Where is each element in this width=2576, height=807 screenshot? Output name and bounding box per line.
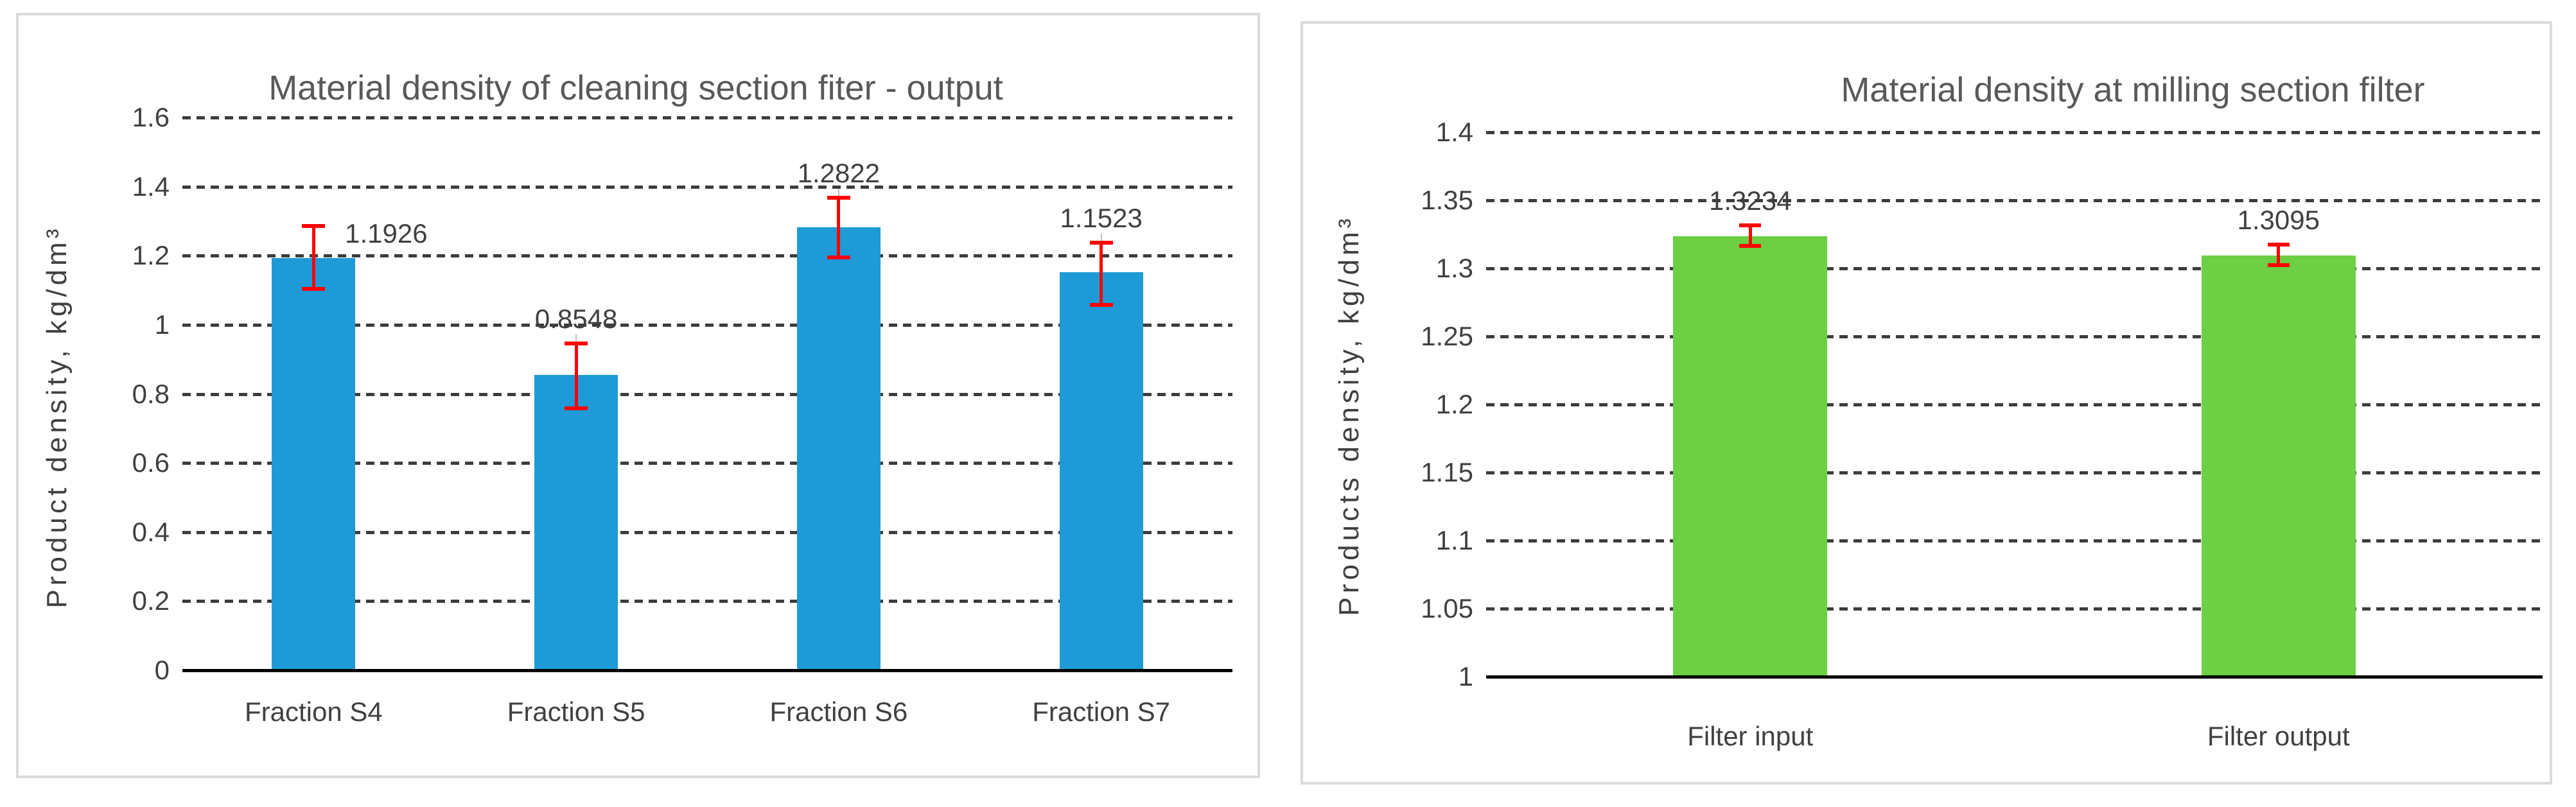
data-label: 1.3234 <box>1709 186 1792 216</box>
error-bar <box>2277 244 2281 265</box>
data-label: 1.1523 <box>1060 202 1143 233</box>
gridline <box>1486 403 2543 406</box>
y-tick-label: 0 <box>154 655 170 685</box>
y-tick-label: 1 <box>1458 661 1473 691</box>
x-axis-line <box>1486 675 2543 679</box>
y-tick-label: 0.8 <box>132 378 170 409</box>
gridline <box>1486 335 2543 338</box>
error-bar-top-cap <box>2267 242 2290 247</box>
error-bar <box>311 226 315 289</box>
error-bar-top-cap <box>302 224 326 229</box>
error-bar-top-cap <box>1089 240 1113 245</box>
gridline <box>182 462 1232 465</box>
bar <box>2201 255 2356 677</box>
data-label: 1.3095 <box>2237 204 2320 235</box>
error-bar <box>837 197 841 258</box>
gridline <box>182 116 1232 119</box>
bar <box>796 227 881 670</box>
chart-title: Material density of cleaning section fit… <box>268 69 1003 107</box>
gridline <box>1486 199 2543 202</box>
data-label: 0.8548 <box>534 303 618 334</box>
error-bar <box>1100 242 1103 306</box>
y-tick-label: 1.2 <box>1435 389 1473 419</box>
gridline <box>182 600 1232 603</box>
gridline <box>1486 131 2543 134</box>
bar <box>534 375 618 670</box>
plot-area: 0 0.2 0.4 0.6 0.8 1 1.2 1.4 1.6 1.1926 Fraction S4… <box>19 15 1257 776</box>
error-bar-bottom-cap <box>565 406 588 411</box>
x-axis-line <box>182 669 1232 672</box>
y-tick-label: 1.4 <box>1435 117 1473 147</box>
y-tick-label: 1.15 <box>1421 457 1473 487</box>
y-tick-label: 0.4 <box>132 516 170 547</box>
y-tick-label: 1.4 <box>132 171 170 202</box>
gridline <box>182 254 1232 258</box>
error-bar-bottom-cap <box>1089 303 1113 308</box>
y-tick-label: 1.05 <box>1421 593 1473 623</box>
y-tick-label: 0.2 <box>132 586 170 616</box>
error-bar-bottom-cap <box>827 256 850 260</box>
y-axis-title: Products density, kg/dm³ <box>1333 214 1365 616</box>
gridline <box>1486 607 2543 611</box>
category-label: Filter input <box>1687 721 1814 751</box>
error-bar-top-cap <box>565 341 588 345</box>
y-tick-label: 1.3 <box>1435 253 1473 283</box>
y-tick-label: 1.6 <box>132 102 170 132</box>
bar <box>272 258 356 670</box>
y-tick-label: 0.6 <box>132 447 170 478</box>
category-label: Filter output <box>2207 721 2350 751</box>
gridline <box>1486 539 2543 542</box>
gridline <box>182 323 1232 327</box>
error-bar-bottom-cap <box>2267 263 2290 267</box>
gridline <box>1486 267 2543 270</box>
bar <box>1673 236 1828 677</box>
data-label: 1.1926 <box>345 218 428 249</box>
y-tick-label: 1.1 <box>1435 525 1473 555</box>
gridline <box>182 530 1232 534</box>
y-tick-label: 1.2 <box>132 240 170 271</box>
y-tick-label: 1 <box>154 309 170 340</box>
plot-area: 1 1.05 1.1 1.15 1.2 1.25 1.3 1.35 1.4 1.3234 Filte… <box>1303 24 2550 782</box>
bar <box>1059 272 1143 670</box>
gridline <box>182 392 1232 396</box>
gridline <box>182 185 1232 189</box>
error-bar <box>1748 225 1752 247</box>
cleaning-filter-chart-panel: Material density of cleaning section fit… <box>16 13 1260 778</box>
category-label: Fraction S5 <box>507 697 645 727</box>
milling-filter-chart-panel: Material density at milling section filt… <box>1301 21 2552 785</box>
y-tick-label: 1.35 <box>1421 185 1473 215</box>
error-bar-top-cap <box>1739 223 1762 228</box>
y-axis-title: Product density, kg/dm³ <box>41 225 73 609</box>
error-bar-bottom-cap <box>302 286 326 291</box>
data-label: 1.2822 <box>797 157 881 188</box>
gridline <box>1486 471 2543 474</box>
category-label: Fraction S4 <box>244 697 383 727</box>
y-tick-label: 1.25 <box>1421 321 1473 351</box>
error-bar-top-cap <box>827 195 850 200</box>
error-bar <box>574 343 578 409</box>
category-label: Fraction S6 <box>769 697 908 727</box>
error-bar-bottom-cap <box>1739 244 1762 248</box>
category-label: Fraction S7 <box>1032 697 1170 727</box>
chart-title: Material density at milling section filt… <box>1841 71 2425 109</box>
